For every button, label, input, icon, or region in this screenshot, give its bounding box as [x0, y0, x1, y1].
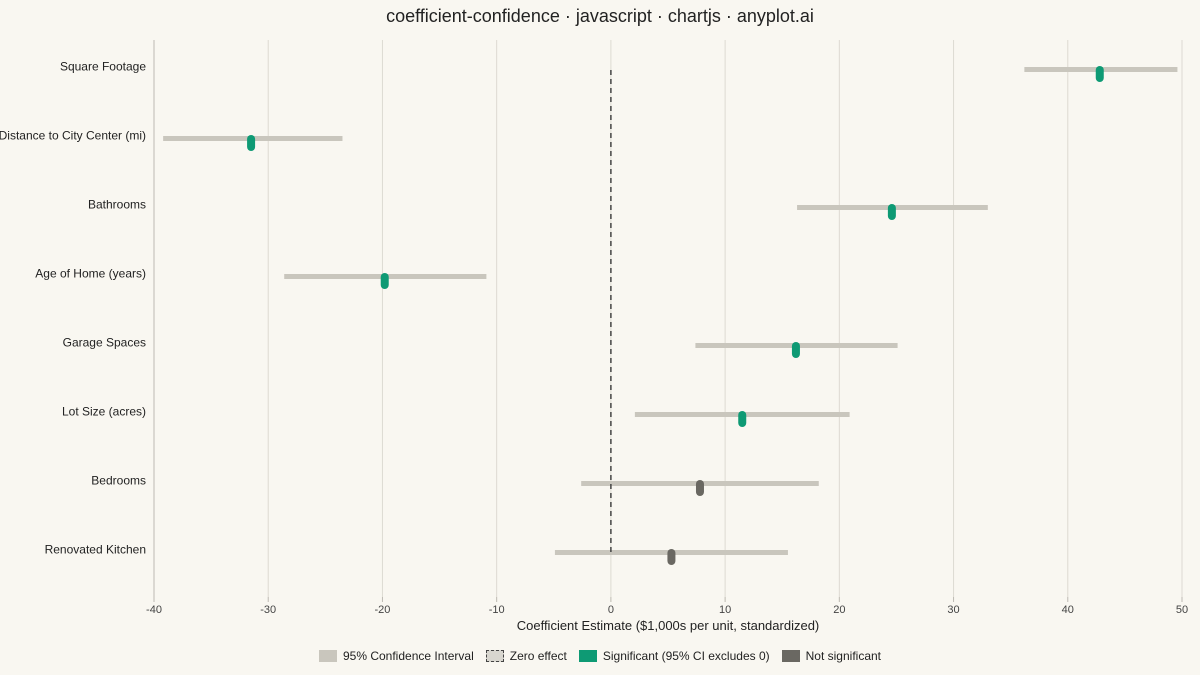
y-tick-label: Lot Size (acres) — [62, 405, 146, 419]
estimate-point — [791, 342, 800, 358]
chart-title: coefficient-confidence · javascript · ch… — [386, 6, 814, 26]
x-tick-label: 0 — [608, 604, 614, 616]
estimate-point — [247, 135, 256, 151]
legend-label-ci: 95% Confidence Interval — [342, 649, 474, 663]
legend-label-significant: Significant (95% CI excludes 0) — [602, 649, 770, 663]
x-tick-label: 10 — [719, 604, 731, 616]
chart-legend: 95% Confidence Interval Zero effect Sign… — [0, 646, 1200, 666]
x-tick-label: -10 — [489, 604, 505, 616]
legend-swatch-significant — [578, 650, 597, 662]
estimate-points — [247, 66, 1104, 565]
x-tick-label: -40 — [146, 604, 162, 616]
estimate-point — [738, 411, 747, 427]
grid-lines — [153, 40, 1183, 597]
legend-swatch-zero — [485, 650, 504, 662]
y-tick-label: Garage Spaces — [63, 336, 146, 350]
x-tick-label: 50 — [1176, 604, 1188, 616]
estimate-point — [1095, 66, 1104, 82]
x-tick-label: 40 — [1062, 604, 1074, 616]
y-axis-labels: Square Footage Distance to City Center (m… — [0, 60, 146, 557]
x-axis-title: Coefficient Estimate ($1,000s per unit, … — [517, 618, 820, 633]
y-tick-label: Renovated Kitchen — [45, 543, 146, 557]
legend-label-zero: Zero effect — [509, 649, 567, 663]
legend-item-not-significant[interactable]: Not significant — [781, 649, 881, 663]
x-tick-label: 30 — [947, 604, 959, 616]
legend-item-significant[interactable]: Significant (95% CI excludes 0) — [578, 649, 770, 663]
legend-item-ci[interactable]: 95% Confidence Interval — [318, 649, 474, 663]
legend-swatch-ci — [318, 650, 337, 662]
estimate-point — [667, 549, 676, 565]
confidence-intervals — [163, 67, 1178, 555]
x-tick-label: 20 — [833, 604, 845, 616]
y-tick-label: Bedrooms — [91, 474, 146, 488]
y-tick-label: Distance to City Center (mi) — [0, 129, 146, 143]
y-tick-label: Bathrooms — [88, 198, 146, 212]
legend-item-zero[interactable]: Zero effect — [485, 649, 567, 663]
x-axis: -40 -30 -20 -10 0 10 20 30 40 50 — [146, 597, 1188, 616]
estimate-point — [887, 204, 896, 220]
y-tick-label: Age of Home (years) — [35, 267, 146, 281]
estimate-point — [695, 480, 704, 496]
y-tick-label: Square Footage — [60, 60, 146, 74]
x-tick-label: -20 — [374, 604, 390, 616]
legend-label-not-significant: Not significant — [805, 649, 881, 663]
x-tick-label: -30 — [260, 604, 276, 616]
estimate-point — [380, 273, 389, 289]
legend-swatch-not-significant — [781, 650, 800, 662]
